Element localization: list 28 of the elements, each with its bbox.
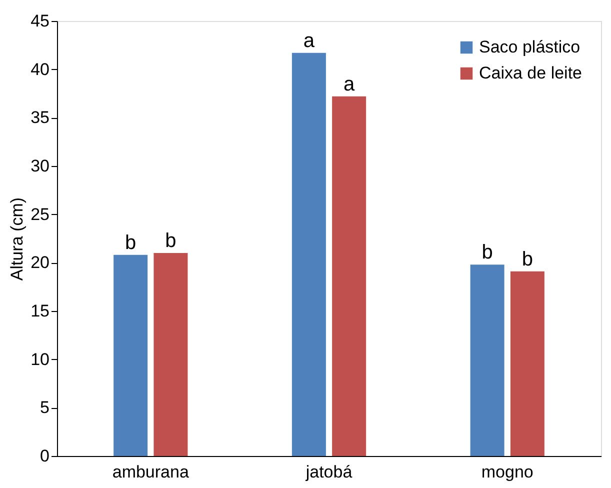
bar xyxy=(114,254,148,456)
x-tick-label: amburana xyxy=(112,462,190,482)
y-tick-label: 5 xyxy=(40,398,50,418)
bar xyxy=(154,253,188,456)
legend-label: Saco plástico xyxy=(479,38,580,56)
bar xyxy=(510,271,544,456)
y-tick-label: 15 xyxy=(30,302,50,320)
data-label: b xyxy=(165,230,176,252)
bar xyxy=(292,52,326,456)
x-tick-label: mogno xyxy=(481,462,534,482)
y-tick-label: 45 xyxy=(30,12,50,30)
y-tick-label: 20 xyxy=(30,253,50,272)
data-label: a xyxy=(303,30,316,52)
data-label: b xyxy=(522,248,533,270)
y-tick-label: 35 xyxy=(30,108,50,128)
y-axis-title: Altura (cm) xyxy=(8,197,27,281)
data-label: a xyxy=(344,73,356,96)
y-tick-label: 30 xyxy=(30,156,50,176)
y-tick-label: 0 xyxy=(40,446,50,466)
bar xyxy=(332,96,366,456)
y-tick-label: 25 xyxy=(30,204,50,224)
y-tick-label: 40 xyxy=(30,60,50,79)
legend-label: Caixa de leite xyxy=(479,64,582,82)
bar xyxy=(470,264,504,456)
x-tick-label: jatobá xyxy=(304,462,353,482)
data-label: b xyxy=(482,242,493,264)
y-tick-label: 10 xyxy=(30,350,50,369)
data-label: b xyxy=(125,232,136,254)
